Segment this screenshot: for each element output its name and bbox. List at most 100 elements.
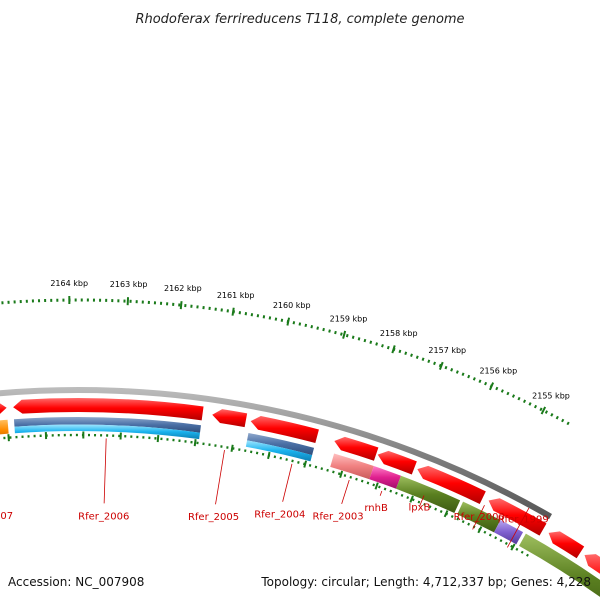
ruler-dot (433, 361, 436, 366)
inner-ruler-tick (230, 444, 234, 452)
ruler-dot (506, 391, 510, 396)
gene-callout-line (507, 507, 530, 548)
ruler-dot (262, 315, 266, 319)
inner-ruler-dot (332, 470, 335, 474)
inner-ruler-tick (7, 434, 10, 442)
genome-backbone (0, 387, 552, 520)
ruler-tick-label: 2160 kbp (273, 301, 311, 310)
inner-ruler-tick (409, 495, 414, 503)
inner-ruler-dot (320, 467, 324, 471)
accession-text: Accession: NC_007908 (8, 575, 144, 589)
ruler-dot (304, 323, 308, 328)
ruler-tick-label: 2156 kbp (479, 367, 517, 376)
ruler-major-tick (540, 406, 547, 415)
ruler-dot (357, 337, 361, 341)
ruler-dot (345, 333, 349, 338)
inner-ruler-tick (339, 470, 344, 478)
inner-ruler-dot (423, 502, 426, 506)
ruler-dot (340, 332, 343, 336)
ruler-dot (550, 413, 554, 417)
ruler-tick-label: 2163 kbp (110, 280, 148, 289)
gene-callouts (103, 438, 530, 548)
ruler-dot (398, 349, 402, 354)
inner-ruler-tick (267, 451, 271, 460)
ruler-dot (316, 326, 320, 330)
inner-ruler-tick (443, 510, 449, 518)
ruler-dot (298, 322, 302, 326)
gene-bar (247, 432, 315, 456)
inner-ruler-dot (389, 489, 393, 493)
cds-arrow (212, 409, 248, 428)
inner-ruler-dot (349, 475, 353, 479)
ruler-ticks (68, 296, 547, 415)
gene-label: Rfer_1999 (498, 514, 549, 525)
gene-bar (369, 465, 401, 489)
ruler-tick-label: 2159 kbp (330, 314, 368, 323)
inner-ruler-dot (411, 498, 415, 502)
inner-ruler-dot (372, 483, 376, 487)
inner-ruler-dot (428, 505, 432, 509)
gene-callout-line (472, 505, 485, 530)
inner-ruler-dot (510, 544, 514, 548)
inner-ruler-tick (374, 482, 379, 490)
gene-bar (494, 519, 524, 545)
gene-bar (519, 533, 600, 597)
inner-ruler-dot (450, 514, 454, 518)
gene-bar (0, 419, 9, 435)
cds-arrow (584, 554, 600, 574)
inner-ruler-dot (406, 496, 410, 500)
gene-label: Rfer_2006 (78, 511, 129, 522)
ruler-major-tick (438, 361, 444, 370)
gene-callout-line (215, 449, 225, 505)
inner-ruler-tick (477, 526, 483, 534)
ruler-tick-label: 2155 kbp (532, 391, 570, 400)
gene-bar (245, 440, 313, 462)
gene-callout-line (341, 479, 350, 504)
ruler-dot (539, 407, 543, 412)
ruler-tick-label: 2162 kbp (164, 284, 202, 293)
inner-ruler-dot (360, 479, 364, 483)
gene-label: Rfer_2007 (0, 511, 13, 522)
gene-label: Rfer_2005 (188, 512, 239, 523)
ruler-dot (280, 318, 284, 322)
cds-arrow (488, 498, 547, 536)
ruler-tick-label: 2164 kbp (50, 279, 88, 288)
ruler-dot (500, 389, 504, 393)
gene-label: rnhB (364, 503, 388, 514)
inner-ruler-dot (273, 455, 277, 459)
ruler-dot (544, 410, 549, 414)
inner-ruler-dot (434, 507, 438, 511)
inner-ruler-dot (343, 474, 347, 477)
gene-bar (14, 424, 200, 440)
ruler-dot (328, 329, 331, 333)
ruler-major-tick (286, 317, 291, 326)
ruler-dot (472, 377, 476, 381)
ruler-dot (381, 344, 384, 348)
ruler-major-tick (489, 382, 495, 391)
ruler-dot (495, 386, 499, 391)
ruler-dot (566, 421, 570, 426)
ruler-labels: 2155 kbp 2156 kbp 2157 kbp 2158 kbp 2159 kbp… (50, 279, 570, 400)
gene-callout-line (103, 438, 107, 504)
ruler-dot (522, 399, 527, 404)
inner-ruler-dot (326, 468, 329, 472)
inner-ruler-dot (383, 487, 387, 491)
ruler-dot (461, 372, 465, 377)
ruler-dot (438, 363, 442, 368)
gene-callout-line (419, 495, 425, 506)
gene-callout-line (379, 490, 383, 496)
ruler-dot (561, 418, 565, 423)
gene-label: Rfer_2003 (312, 511, 363, 522)
ruler-dot (386, 345, 390, 350)
ruler-dot (555, 415, 559, 420)
ruler-dot (404, 351, 408, 355)
cds-arrow (0, 403, 7, 414)
ruler-dot (478, 379, 482, 384)
ruler-major-tick (231, 307, 235, 316)
inner-ruler-dot (525, 553, 529, 557)
ruler-dot (444, 365, 448, 370)
ruler-tick-label: 2158 kbp (380, 329, 418, 338)
inner-ruler-tick (303, 460, 308, 468)
inner-ruler-dot (337, 472, 341, 476)
inner-ruler-dot (366, 481, 370, 485)
